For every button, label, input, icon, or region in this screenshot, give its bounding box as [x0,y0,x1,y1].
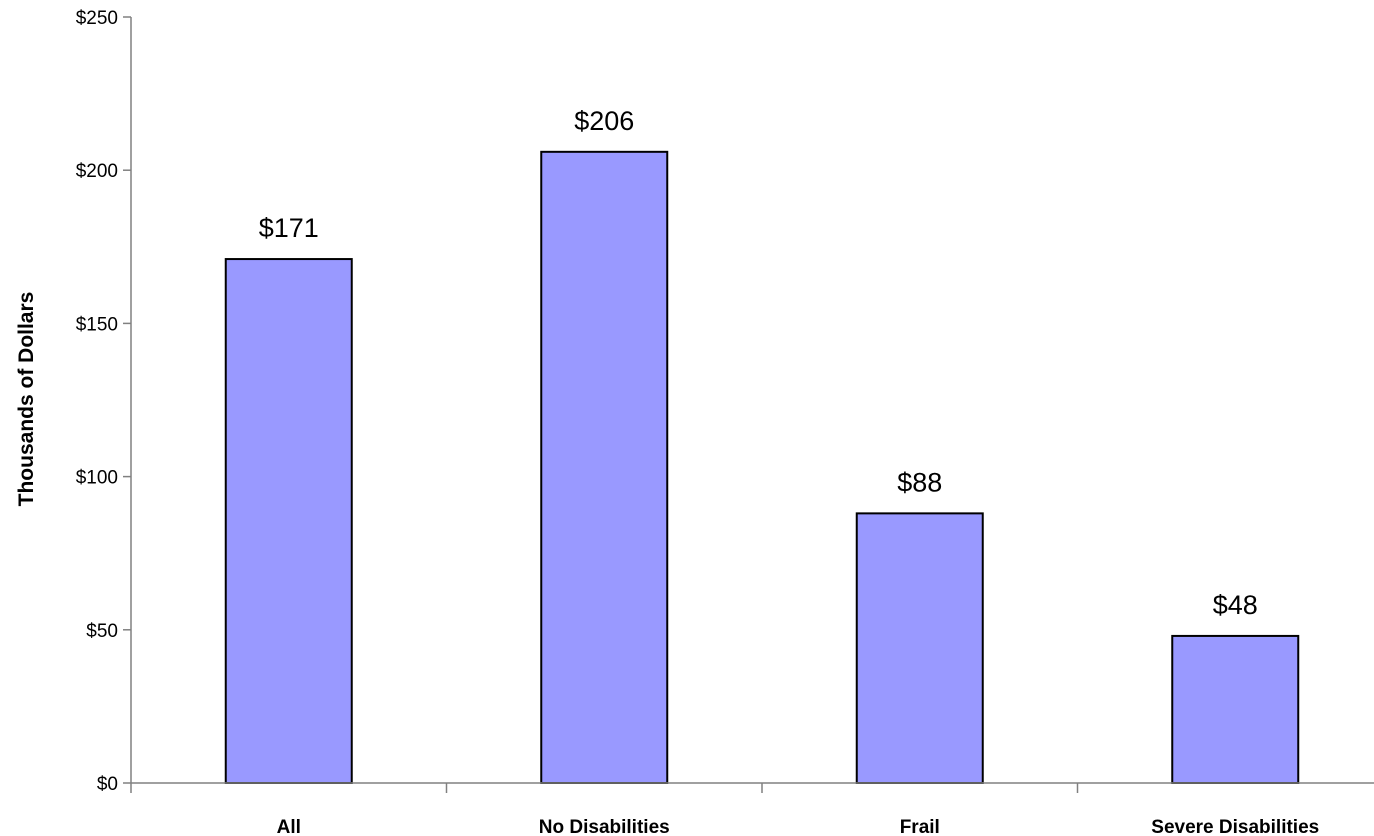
y-tick-label: $0 [97,774,118,795]
x-category-label: Frail [900,817,940,836]
y-ticks-group: $0 $50 $100 $150 $200 $250 [76,8,131,795]
x-ticks-group: All No Disabilities Frail Severe Disabiliti… [130,783,1319,836]
x-category-label: No Disabilities [539,817,670,836]
bar [224,258,353,784]
bars-group [224,150,1300,785]
y-tick-label: $200 [76,161,118,182]
y-tick-label: $150 [76,314,118,335]
data-label: $171 [259,213,319,243]
x-category-label: Severe Disabilities [1151,817,1319,836]
data-label: $48 [1213,590,1258,620]
data-label: $206 [574,106,634,136]
data-label: $88 [897,467,942,497]
bar [855,512,984,784]
y-tick-label: $250 [76,8,118,29]
y-tick-label: $100 [76,468,118,489]
y-axis-title: Thousands of Dollars [15,292,38,507]
x-category-label: All [277,817,301,836]
bar [540,150,669,785]
bar [1171,634,1300,784]
y-tick-label: $50 [86,621,118,642]
data-labels-group: $171 $206 $88 $48 [259,106,1258,620]
